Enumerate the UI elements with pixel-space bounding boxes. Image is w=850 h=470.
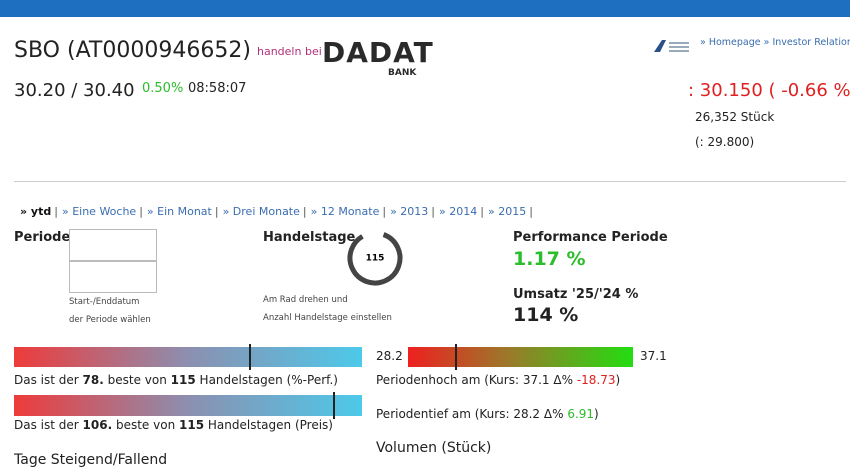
tab-separator: | [431, 205, 436, 218]
period-tab[interactable]: » ytd [20, 205, 52, 218]
trade-label: handeln bei [257, 45, 322, 58]
tab-separator: | [54, 205, 58, 218]
rank-perf-marker [249, 344, 251, 370]
dial-hint: Am Rad drehen und [263, 295, 348, 305]
range-high: 37.1 [640, 349, 667, 363]
text: Handelstagen (%-Perf.) [199, 373, 338, 387]
time: 08:58:07 [188, 81, 247, 96]
tab-separator: | [529, 205, 533, 218]
dial-hint: Anzahl Handelstage einstellen [263, 313, 392, 323]
period-label: Periode [14, 230, 71, 245]
top-bar [0, 0, 850, 17]
rank-perf-bar [14, 347, 362, 367]
period-tab[interactable]: » 12 Monate [310, 205, 380, 218]
rank: 106. [82, 418, 113, 432]
rank-price-bar [14, 395, 362, 416]
range-low: 28.2 [376, 349, 403, 363]
bid-ask: 30.20 / 30.40 [14, 80, 135, 101]
divider [14, 181, 846, 182]
homepage-link[interactable]: » Homepage [700, 37, 761, 48]
turnover-value: 114 % [513, 304, 579, 326]
rank-price-marker [333, 392, 335, 419]
period-tab[interactable]: » 2014 [439, 205, 478, 218]
last-price: : 30.150 ( -0.66 %) [688, 80, 850, 101]
text: beste von [115, 418, 176, 432]
period-high-text: Periodenhoch am (Kurs: 37.1 Δ% -18.73) [376, 373, 620, 387]
delta: -18.73 [576, 373, 616, 387]
volume: 26,352 Stück [695, 110, 775, 124]
period-tab[interactable]: » 2015 [487, 205, 527, 218]
trading-days-dial[interactable]: 115 [345, 228, 405, 288]
period-tab[interactable]: » 2013 [390, 205, 429, 218]
volume-label: Volumen (Stück) [376, 440, 492, 456]
range-bar [408, 347, 633, 367]
performance-value: 1.17 % [513, 248, 586, 270]
period-hint: der Periode wählen [69, 315, 151, 325]
investor-relations-link[interactable]: » Investor Relations [763, 37, 850, 48]
tab-separator: | [302, 205, 307, 218]
performance-label: Performance Periode [513, 230, 668, 245]
broker-logo[interactable]: DADAT [322, 36, 434, 69]
end-date-input[interactable] [69, 261, 157, 293]
rising-falling-label: Tage Steigend/Fallend [14, 452, 168, 468]
text: Das ist der [14, 418, 79, 432]
tab-separator: | [382, 205, 387, 218]
previous: (: 29.800) [695, 135, 755, 149]
total: 115 [179, 418, 205, 432]
trading-days-label: Handelstage [263, 230, 356, 245]
turnover-label: Umsatz '25/'24 % [513, 287, 639, 302]
text: Periodenhoch am (Kurs: 37.1 Δ% [376, 373, 573, 387]
text: Das ist der [14, 373, 79, 387]
period-tabs: » ytd |» Eine Woche |» Ein Monat |» Drei Mo… [20, 200, 537, 219]
text: Handelstagen (Preis) [207, 418, 333, 432]
period-tab[interactable]: » Eine Woche [61, 205, 137, 218]
tab-separator: | [480, 205, 484, 218]
range-marker [455, 344, 457, 370]
rank: 78. [82, 373, 104, 387]
start-date-input[interactable] [69, 229, 157, 261]
text: Periodentief am (Kurs: 28.2 Δ% [376, 407, 564, 421]
broker-logo-sub: BANK [388, 68, 417, 78]
tab-separator: | [139, 205, 143, 218]
company-logo [654, 40, 689, 52]
period-low-text: Periodentief am (Kurs: 28.2 Δ% 6.91) [376, 407, 599, 421]
period-hint: Start-/Enddatum [69, 297, 140, 307]
total: 115 [170, 373, 196, 387]
text: ) [594, 407, 599, 421]
rank-perf-text: Das ist der 78. beste von 115 Handelstag… [14, 373, 338, 387]
text: ) [615, 373, 621, 387]
dial-value: 115 [366, 254, 385, 264]
period-tab[interactable]: » Ein Monat [146, 205, 212, 218]
change: 0.50% [142, 81, 184, 96]
rank-price-text: Das ist der 106. beste von 115 Handelsta… [14, 418, 333, 432]
tab-separator: | [214, 205, 219, 218]
text: beste von [107, 373, 167, 387]
title: SBO (AT0000946652) [14, 38, 251, 63]
delta: 6.91 [567, 407, 595, 421]
period-tab[interactable]: » Drei Monate [222, 205, 300, 218]
